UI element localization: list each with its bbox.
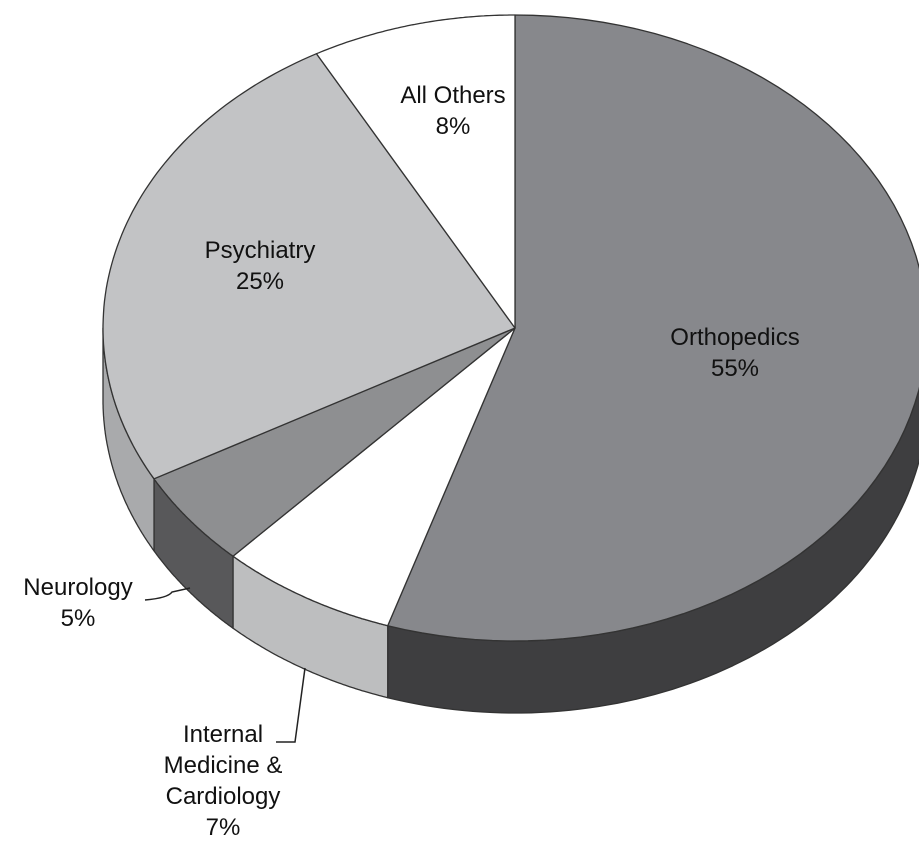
value-label: 5% [60, 605, 96, 632]
pie-slice [387, 14, 919, 642]
slice-label: Psychiatry 25% [150, 235, 370, 297]
category-label: Psychiatry [204, 237, 316, 264]
category-label: All Others [400, 82, 506, 109]
leader-line [144, 587, 191, 601]
category-label: Internal Medicine & Cardiology [163, 721, 283, 810]
value-label: 8% [435, 113, 471, 140]
slice-label: Orthopedics 55% [625, 322, 845, 384]
pie-slice [102, 53, 516, 480]
pie-slice [232, 327, 516, 627]
pie-slice [315, 14, 516, 329]
slice-label: All Others 8% [343, 80, 563, 142]
pie-slice [153, 327, 516, 557]
category-label: Orthopedics [670, 324, 800, 351]
value-label: 55% [710, 355, 760, 382]
value-label: 25% [235, 268, 285, 295]
leader-line [276, 667, 306, 743]
slice-label: Neurology 5% [0, 572, 188, 634]
slice-label: Internal Medicine & Cardiology 7% [148, 719, 298, 843]
category-label: Neurology [23, 574, 133, 601]
value-label: 7% [205, 814, 241, 841]
